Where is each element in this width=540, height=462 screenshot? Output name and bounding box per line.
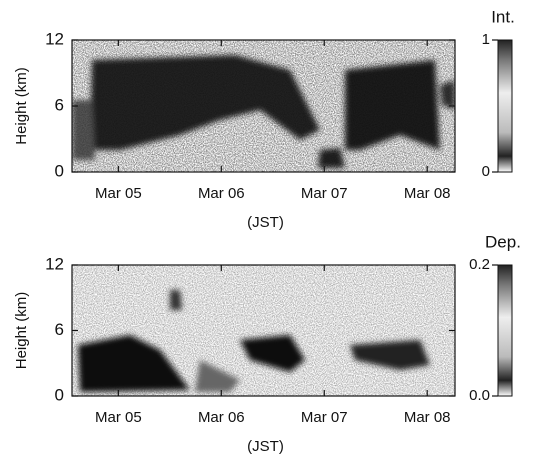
colorbar-label: Int. bbox=[491, 7, 515, 26]
x-tick-label: Mar 06 bbox=[198, 185, 245, 202]
colorbar-tick-label: 0.0 bbox=[469, 387, 490, 404]
colorbar-label: Dep. bbox=[485, 232, 521, 251]
x-tick-label: Mar 07 bbox=[301, 185, 348, 202]
x-tick-label: Mar 05 bbox=[95, 409, 142, 426]
y-tick-label: 12 bbox=[45, 29, 64, 48]
colorbar-tick-label: 1 bbox=[482, 31, 490, 48]
y-axis-label: Height (km) bbox=[13, 292, 30, 370]
y-tick-label: 12 bbox=[45, 254, 64, 273]
y-tick-label: 6 bbox=[55, 95, 64, 114]
backscatter-image bbox=[72, 40, 455, 172]
x-axis-label: (JST) bbox=[247, 214, 284, 231]
x-tick-label: Mar 08 bbox=[404, 185, 451, 202]
x-tick-label: Mar 07 bbox=[301, 409, 348, 426]
colorbar bbox=[497, 39, 513, 173]
x-tick-label: Mar 06 bbox=[198, 409, 245, 426]
colorbar bbox=[497, 264, 513, 397]
y-tick-label: 6 bbox=[55, 320, 64, 339]
colorbar-tick-label: 0.2 bbox=[469, 256, 490, 273]
x-tick-label: Mar 05 bbox=[95, 185, 142, 202]
y-tick-label: 0 bbox=[55, 385, 64, 404]
y-axis-label: Height (km) bbox=[13, 67, 30, 145]
colorbar-tick-label: 0 bbox=[482, 163, 490, 180]
depolarization-image bbox=[72, 265, 455, 396]
x-axis-label: (JST) bbox=[247, 438, 284, 455]
y-tick-label: 0 bbox=[55, 161, 64, 180]
x-tick-label: Mar 08 bbox=[404, 409, 451, 426]
